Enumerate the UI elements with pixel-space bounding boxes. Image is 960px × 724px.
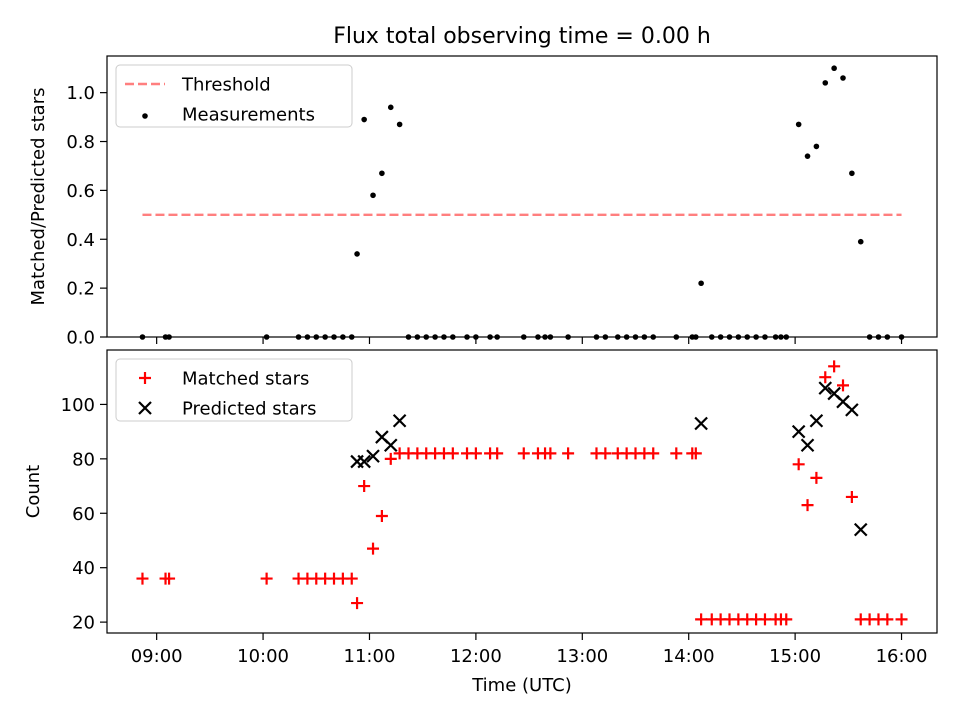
measurement-point: [849, 170, 855, 177]
matched-star-point: [810, 471, 823, 484]
measurement-point: [379, 170, 385, 177]
predicted-star-point: [809, 413, 824, 428]
matched-star-point: [367, 542, 380, 555]
y-tick-label: 20: [72, 613, 95, 634]
predicted-star-point: [791, 424, 806, 439]
matched-star-point: [358, 480, 371, 493]
x-tick-label: 09:00: [131, 646, 183, 667]
matched-star-point: [544, 447, 557, 460]
measurement-point: [840, 75, 846, 81]
predicted-star-point: [357, 454, 371, 469]
matched-star-point: [469, 447, 482, 460]
predicted-star-point: [845, 403, 859, 417]
measurement-point: [396, 121, 403, 128]
matched-star-point: [837, 379, 850, 392]
matched-star-point: [163, 572, 176, 585]
bottom-panel: 09:00 10:00 11:00 12:00 13:00 14:00 15:00 16:00…: [23, 349, 938, 696]
predicted-star-point: [366, 449, 380, 463]
x-tick-label: 13:00: [556, 646, 608, 667]
legend-label: Predicted stars: [182, 399, 316, 420]
plot-frame: [106, 349, 938, 634]
matched-star-point: [670, 447, 683, 460]
measurement-point: [354, 251, 360, 257]
matched-star-point: [689, 447, 702, 460]
matched-star-point: [260, 572, 273, 585]
series-matched-stars: [136, 360, 908, 626]
x-tick-label: 16:00: [876, 646, 928, 667]
y-axis-label: Matched/Predicted stars: [28, 88, 49, 306]
y-tick-label: 0.0: [66, 328, 95, 349]
matched-star-point: [647, 447, 660, 460]
series-measurements: [139, 65, 905, 340]
predicted-star-point: [392, 413, 407, 428]
y-tick-label: 1.0: [66, 83, 95, 104]
matched-star-point: [695, 613, 708, 626]
x-tick-label: 15:00: [769, 646, 821, 667]
y-tick-label: 40: [72, 558, 95, 579]
matched-star-point: [780, 613, 793, 626]
y-tick-label: 80: [72, 449, 95, 470]
matched-star-point: [375, 509, 388, 522]
legend-matched-swatch: [139, 372, 151, 384]
matched-star-point: [845, 490, 858, 503]
matched-star-point: [446, 447, 459, 460]
legend: Threshold Measurements: [115, 64, 353, 128]
y-tick-label: 0.2: [66, 279, 95, 300]
matched-star-point: [792, 458, 805, 471]
x-tick-label: 11:00: [344, 646, 396, 667]
legend-predicted-swatch: [138, 401, 152, 415]
measurement-point: [857, 238, 864, 245]
y-axis-label: Count: [23, 465, 44, 518]
predicted-star-point: [853, 522, 868, 537]
matched-star-point: [828, 360, 841, 373]
measurement-point: [795, 121, 802, 128]
legend-label: Matched stars: [182, 369, 309, 390]
measurement-point: [813, 143, 820, 150]
predicted-star-point: [694, 416, 708, 431]
legend-box: [115, 358, 353, 422]
y-tick-label: 0.4: [66, 230, 95, 251]
series-predicted-stars: [350, 381, 868, 537]
x-tick-label: 10:00: [237, 646, 289, 667]
legend-label: Measurements: [182, 105, 315, 126]
matched-star-point: [881, 613, 894, 626]
measurement-point: [698, 280, 704, 287]
matched-star-point: [491, 447, 504, 460]
legend-box: [115, 64, 353, 128]
predicted-star-point: [818, 381, 833, 395]
measurement-point: [370, 192, 376, 199]
matched-star-point: [758, 613, 771, 626]
matched-star-point: [517, 447, 530, 460]
matched-star-point: [345, 572, 358, 585]
predicted-star-point: [383, 438, 398, 453]
matched-star-point: [136, 572, 149, 585]
x-tick-label: 14:00: [663, 646, 715, 667]
measurement-point: [387, 104, 394, 111]
matched-star-point: [599, 447, 612, 460]
y-tick-label: 60: [72, 504, 95, 525]
legend-label: Threshold: [181, 75, 271, 96]
plot-frame: [106, 55, 938, 338]
matched-star-point: [801, 499, 814, 512]
matched-star-point: [351, 597, 364, 610]
y-tick-label: 100: [61, 395, 95, 416]
x-tick-label: 12:00: [450, 646, 502, 667]
x-axis-label: Time (UTC): [471, 675, 572, 696]
y-tick-label: 0.8: [66, 132, 95, 153]
matched-star-point: [819, 371, 832, 384]
measurement-point: [804, 153, 811, 159]
matched-star-point: [384, 452, 397, 465]
top-panel: 0.0 0.2 0.4 0.6 0.8 1.0 Matched/Predicted star…: [28, 55, 938, 349]
matched-star-point: [562, 447, 575, 460]
measurement-point: [361, 116, 367, 123]
measurement-point: [822, 80, 829, 86]
predicted-star-point: [800, 438, 815, 453]
matched-star-point: [895, 613, 908, 626]
measurement-point: [831, 65, 837, 72]
y-tick-label: 0.6: [66, 181, 95, 202]
figure-title: Flux total observing time = 0.00 h: [333, 24, 711, 49]
legend: Matched stars Predicted stars: [115, 358, 353, 422]
legend-measurement-swatch: [142, 113, 148, 119]
